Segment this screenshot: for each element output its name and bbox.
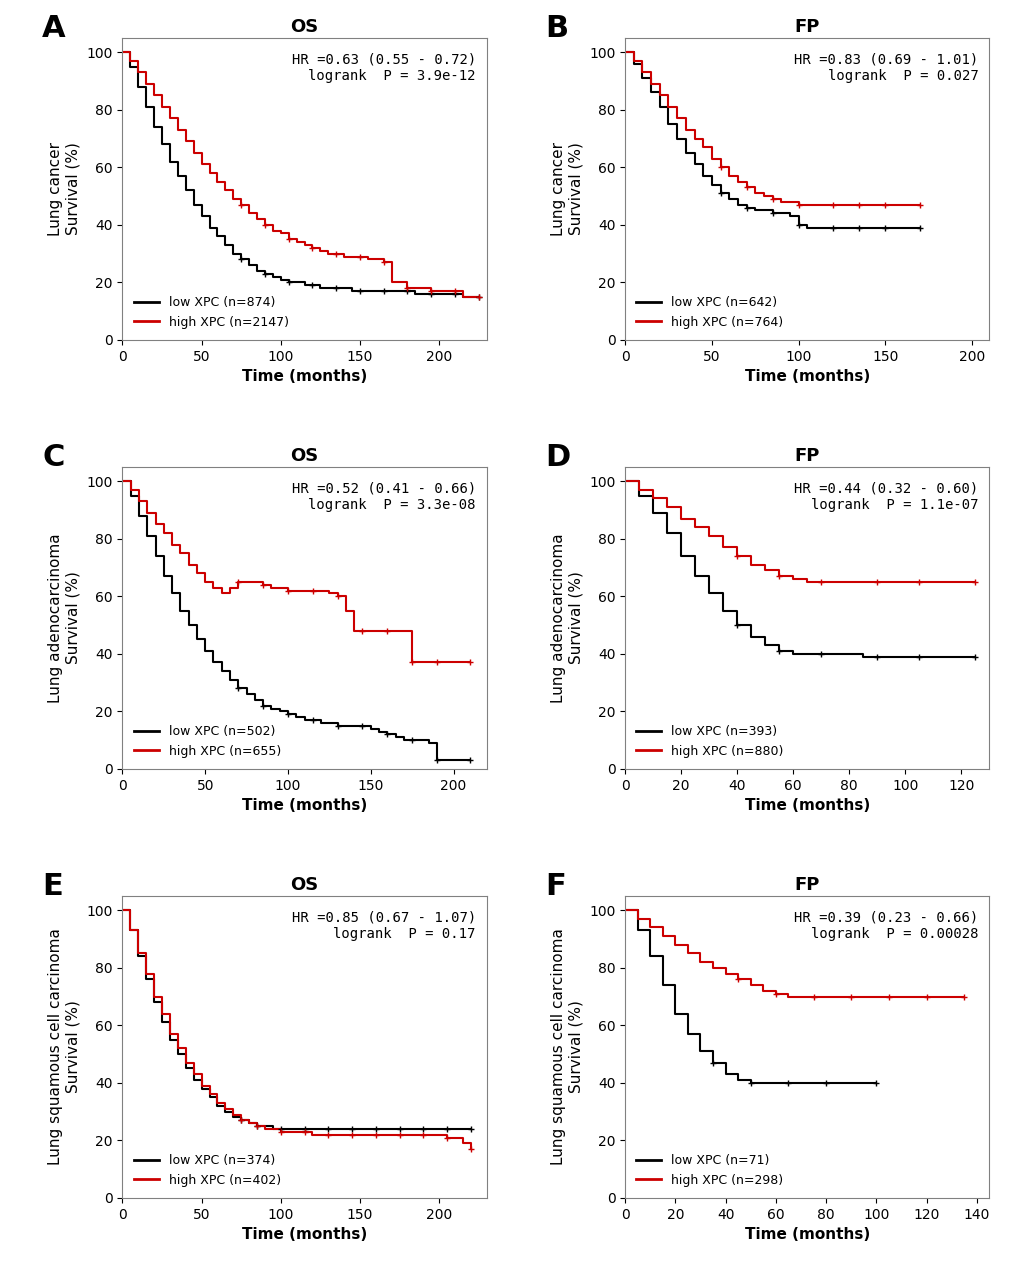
Title: FP: FP xyxy=(794,18,819,37)
Text: HR =0.83 (0.69 - 1.01)
logrank  P = 0.027: HR =0.83 (0.69 - 1.01) logrank P = 0.027 xyxy=(794,53,977,83)
Text: HR =0.85 (0.67 - 1.07)
logrank  P = 0.17: HR =0.85 (0.67 - 1.07) logrank P = 0.17 xyxy=(291,910,475,941)
Legend: low XPC (n=374), high XPC (n=402): low XPC (n=374), high XPC (n=402) xyxy=(128,1150,285,1192)
Y-axis label: Lung squamous cell carcinoma
Survival (%): Lung squamous cell carcinoma Survival (%… xyxy=(48,928,81,1165)
Y-axis label: Lung adenocarcinoma
Survival (%): Lung adenocarcinoma Survival (%) xyxy=(550,533,583,702)
Text: D: D xyxy=(544,443,570,472)
Text: HR =0.63 (0.55 - 0.72)
logrank  P = 3.9e-12: HR =0.63 (0.55 - 0.72) logrank P = 3.9e-… xyxy=(291,53,475,83)
Legend: low XPC (n=71), high XPC (n=298): low XPC (n=71), high XPC (n=298) xyxy=(631,1150,788,1192)
Title: FP: FP xyxy=(794,448,819,465)
X-axis label: Time (months): Time (months) xyxy=(744,1227,869,1242)
Text: HR =0.52 (0.41 - 0.66)
logrank  P = 3.3e-08: HR =0.52 (0.41 - 0.66) logrank P = 3.3e-… xyxy=(291,482,475,512)
Title: FP: FP xyxy=(794,876,819,894)
Text: HR =0.44 (0.32 - 0.60)
logrank  P = 1.1e-07: HR =0.44 (0.32 - 0.60) logrank P = 1.1e-… xyxy=(794,482,977,512)
X-axis label: Time (months): Time (months) xyxy=(744,369,869,385)
Legend: low XPC (n=642), high XPC (n=764): low XPC (n=642), high XPC (n=764) xyxy=(631,291,788,334)
Legend: low XPC (n=874), high XPC (n=2147): low XPC (n=874), high XPC (n=2147) xyxy=(128,291,293,334)
Y-axis label: Lung squamous cell carcinoma
Survival (%): Lung squamous cell carcinoma Survival (%… xyxy=(550,928,583,1165)
Y-axis label: Lung cancer
Survival (%): Lung cancer Survival (%) xyxy=(48,142,81,236)
Y-axis label: Lung cancer
Survival (%): Lung cancer Survival (%) xyxy=(550,142,583,236)
Text: A: A xyxy=(42,14,66,43)
X-axis label: Time (months): Time (months) xyxy=(242,369,367,385)
Title: OS: OS xyxy=(290,18,318,37)
X-axis label: Time (months): Time (months) xyxy=(744,798,869,813)
Legend: low XPC (n=393), high XPC (n=880): low XPC (n=393), high XPC (n=880) xyxy=(631,720,788,763)
Legend: low XPC (n=502), high XPC (n=655): low XPC (n=502), high XPC (n=655) xyxy=(128,720,285,763)
Text: E: E xyxy=(42,871,63,900)
X-axis label: Time (months): Time (months) xyxy=(242,798,367,813)
Text: HR =0.39 (0.23 - 0.66)
logrank  P = 0.00028: HR =0.39 (0.23 - 0.66) logrank P = 0.000… xyxy=(794,910,977,941)
X-axis label: Time (months): Time (months) xyxy=(242,1227,367,1242)
Title: OS: OS xyxy=(290,448,318,465)
Y-axis label: Lung adenocarcinoma
Survival (%): Lung adenocarcinoma Survival (%) xyxy=(48,533,81,702)
Text: F: F xyxy=(544,871,566,900)
Text: C: C xyxy=(42,443,64,472)
Title: OS: OS xyxy=(290,876,318,894)
Text: B: B xyxy=(544,14,568,43)
